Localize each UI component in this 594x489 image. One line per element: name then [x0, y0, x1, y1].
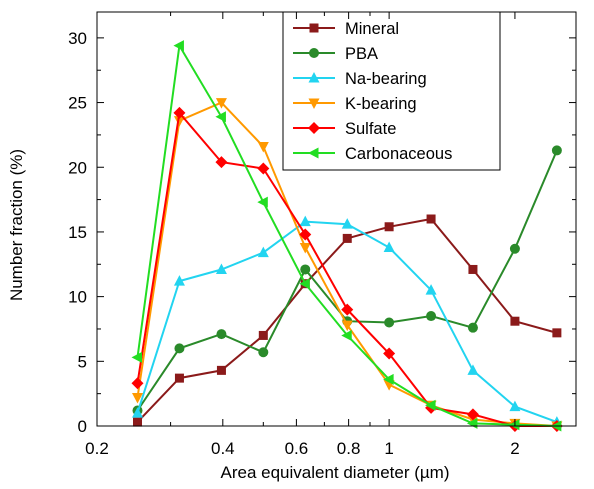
- data-point: [132, 407, 144, 418]
- data-point: [131, 351, 143, 363]
- data-point: [508, 419, 520, 431]
- data-point: [174, 373, 184, 383]
- data-point: [341, 218, 353, 229]
- legend: Mineral PBA Na-bearing K-bearing Sulfate Carb…: [282, 11, 501, 171]
- data-point: [426, 214, 436, 224]
- series-carbonaceous: [131, 40, 562, 432]
- data-point: [341, 303, 354, 316]
- x-tick-label: 0.4: [211, 439, 235, 458]
- legend-box: [282, 11, 501, 171]
- data-point: [384, 222, 394, 232]
- legend-label: Sulfate: [345, 120, 396, 138]
- data-point: [173, 106, 186, 119]
- data-point: [173, 40, 184, 52]
- series-layer: [131, 40, 563, 432]
- data-point: [383, 373, 394, 385]
- data-point: [467, 364, 479, 375]
- data-point: [551, 145, 562, 156]
- data-point: [215, 263, 227, 274]
- data-point: [426, 311, 437, 322]
- data-point: [341, 329, 352, 341]
- data-point: [257, 162, 270, 175]
- data-point: [216, 365, 226, 375]
- data-point: [133, 417, 143, 427]
- data-point: [257, 246, 269, 258]
- data-point: [215, 98, 227, 109]
- data-point: [299, 278, 310, 290]
- data-point: [299, 228, 312, 241]
- data-point: [257, 196, 268, 208]
- data-point: [173, 275, 185, 286]
- data-point: [215, 111, 226, 123]
- data-point: [425, 284, 437, 295]
- legend-label: K-bearing: [345, 95, 417, 113]
- data-point: [468, 264, 478, 274]
- data-point: [299, 215, 311, 227]
- legend-swatch-marker: [308, 72, 320, 83]
- y-tick-label: 5: [78, 352, 87, 371]
- legend-swatch-marker: [308, 98, 320, 109]
- x-axis-label: Area equivalent diameter (µm): [220, 463, 449, 482]
- y-tick-label: 20: [68, 158, 87, 177]
- series-sulfate: [131, 106, 563, 432]
- data-point: [257, 142, 269, 153]
- legend-swatch-marker: [309, 23, 319, 33]
- data-point: [215, 156, 228, 169]
- legend-label: Mineral: [345, 20, 399, 38]
- data-point: [258, 347, 269, 358]
- data-point: [510, 316, 520, 326]
- y-tick-label: 25: [68, 94, 87, 113]
- data-point: [552, 328, 562, 338]
- data-point: [466, 408, 479, 421]
- plot-frame: [96, 11, 577, 427]
- data-point: [341, 320, 353, 332]
- axes-layer: 0 5 10 15 20 25 30 0.2 0.4 0.6 0.8 1 2: [68, 11, 577, 458]
- data-point: [216, 329, 227, 340]
- data-point: [174, 343, 185, 354]
- legend-label: Na-bearing: [345, 70, 427, 88]
- x-tick-label: 0.2: [85, 439, 109, 458]
- data-point: [258, 330, 268, 340]
- data-point: [383, 241, 395, 252]
- data-point: [342, 233, 352, 243]
- y-tick-label: 0: [78, 417, 87, 436]
- x-tick-label: 2: [510, 439, 519, 458]
- data-point: [132, 393, 144, 404]
- x-tick-label: 1: [384, 439, 393, 458]
- legend-swatch-marker: [308, 122, 320, 134]
- legend-swatch-marker: [309, 48, 319, 58]
- data-point: [131, 377, 144, 390]
- data-point: [383, 347, 396, 360]
- x-tick-label: 0.8: [337, 439, 361, 458]
- legend-label: PBA: [345, 45, 378, 63]
- data-point: [467, 322, 478, 333]
- x-tick-label: 0.6: [285, 439, 309, 458]
- legend-label: Carbonaceous: [345, 145, 452, 163]
- y-tick-label: 15: [68, 223, 87, 242]
- data-point: [384, 317, 395, 328]
- data-point: [425, 399, 436, 411]
- data-point: [300, 264, 311, 275]
- data-point: [509, 243, 520, 254]
- data-point: [299, 242, 311, 254]
- y-tick-label: 10: [68, 288, 87, 307]
- y-axis-label: Number fraction (%): [7, 149, 26, 301]
- data-point: [509, 400, 521, 412]
- data-point: [173, 116, 185, 127]
- legend-swatch-marker: [308, 147, 319, 159]
- y-tick-label: 30: [68, 29, 87, 48]
- series-line: [136, 150, 558, 412]
